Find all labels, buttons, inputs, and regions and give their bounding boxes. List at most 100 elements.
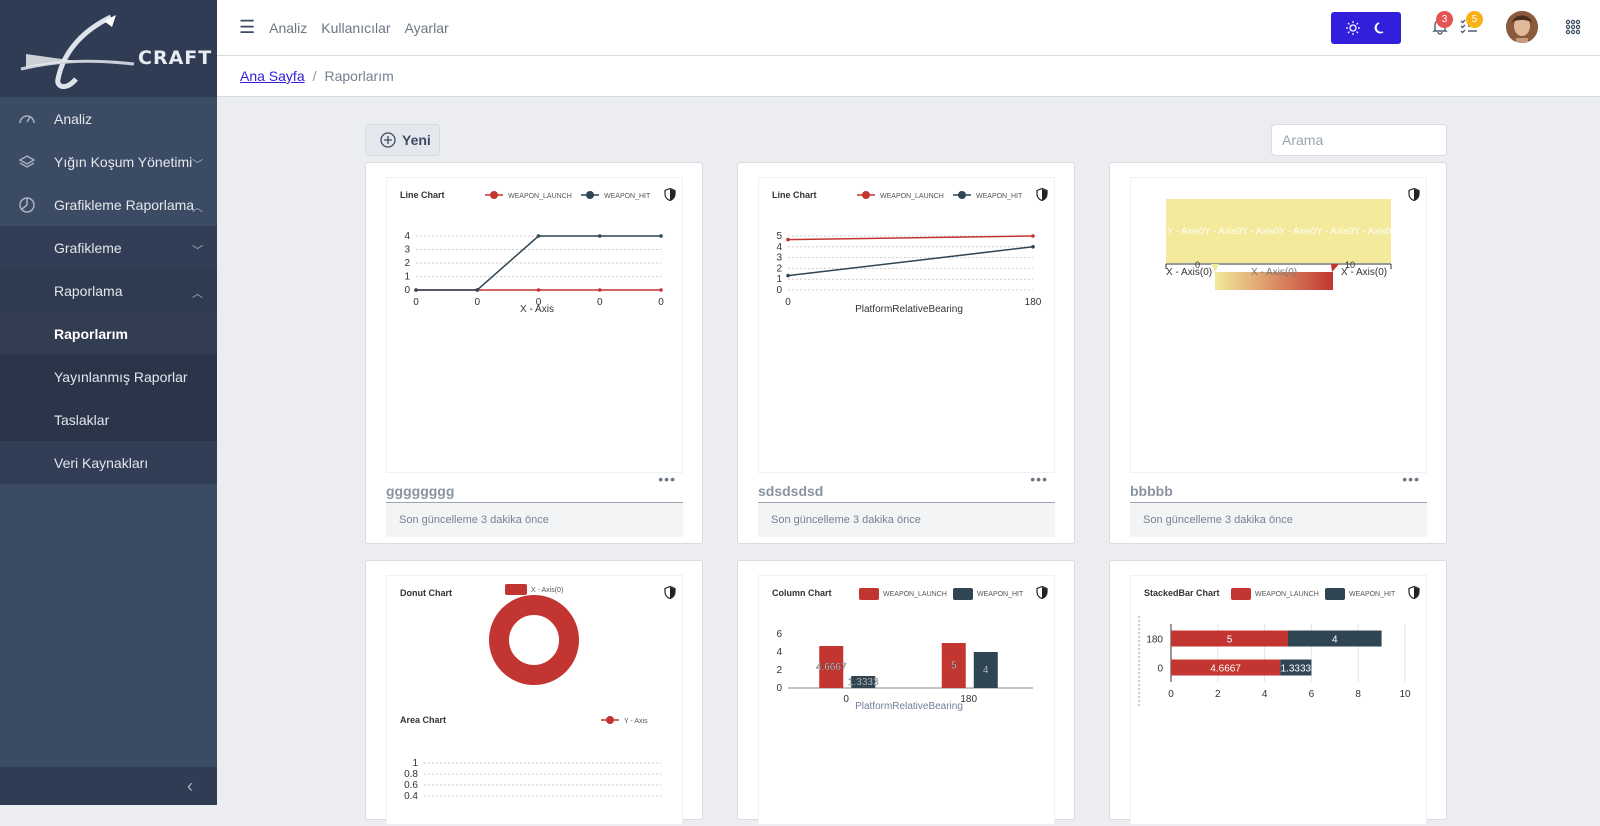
- y-tick-label: 1: [776, 274, 782, 285]
- y-tick-label: 0.8: [404, 769, 418, 780]
- heatmap-cell: [1166, 199, 1391, 263]
- more-options-icon[interactable]: •••: [1402, 471, 1420, 487]
- header-nav-ayarlar[interactable]: Ayarlar: [404, 19, 449, 36]
- chart-area: StackedBar Chart WEAPON_LAUNCH WEAPON_HI…: [1130, 575, 1427, 825]
- chart-title: StackedBar Chart: [1144, 588, 1220, 598]
- last-updated-text: Son güncelleme 3 dakika önce: [758, 503, 1055, 537]
- y-tick-label: 4: [776, 647, 782, 658]
- moon-icon[interactable]: [1373, 21, 1387, 35]
- notifications-badge: 3: [1436, 11, 1453, 28]
- sidebar-item-raporlama[interactable]: Raporlama ︿: [0, 269, 217, 312]
- sidebar-item-veri-kaynaklari[interactable]: Veri Kaynakları: [0, 441, 217, 484]
- chart-title: Line Chart: [772, 190, 817, 200]
- apps-grid-icon[interactable]: [1565, 19, 1581, 35]
- sidebar-item-grafikleme[interactable]: Grafikleme ﹀: [0, 226, 217, 269]
- heatmap-scale-bar: [1215, 272, 1333, 290]
- chart-area: Y - Axis0Y - Axis0Y - Axis0Y - Axis0Y - …: [1130, 177, 1427, 473]
- sidebar-item-raporlarim[interactable]: Raporlarım: [0, 312, 217, 355]
- shield-icon[interactable]: [1036, 188, 1048, 201]
- y-tick-label: 1: [404, 272, 410, 283]
- y-tick-label: 6: [776, 629, 782, 640]
- report-card[interactable]: Y - Axis0Y - Axis0Y - Axis0Y - Axis0Y - …: [1109, 162, 1447, 544]
- legend-label: WEAPON_HIT: [604, 193, 651, 200]
- shield-icon[interactable]: [1408, 586, 1420, 599]
- breadcrumb-home-link[interactable]: Ana Sayfa: [240, 68, 305, 84]
- x-tick-label: 0: [474, 297, 480, 308]
- data-point: [414, 288, 418, 292]
- new-report-button[interactable]: Yeni: [365, 124, 440, 156]
- chevron-down-icon: ﹀: [192, 245, 203, 257]
- shield-icon[interactable]: [1408, 188, 1420, 201]
- report-card[interactable]: Donut Chart X - Axis(0) Area Chart Y - A…: [365, 560, 703, 825]
- data-point: [786, 273, 790, 278]
- y-tick-label: 0.4: [404, 791, 418, 802]
- data-point: [1031, 234, 1035, 238]
- chart-title: Column Chart: [772, 588, 832, 598]
- chart-area: Column Chart WEAPON_LAUNCH WEAPON_HIT 0 2…: [758, 575, 1055, 825]
- report-name[interactable]: bbbbb: [1130, 483, 1173, 499]
- more-options-icon[interactable]: •••: [658, 471, 676, 487]
- series-line: [787, 246, 1034, 277]
- sidebar-item-label: Grafikleme Raporlama: [54, 196, 195, 213]
- brand-logo[interactable]: CRAFT: [0, 0, 217, 97]
- heatmap-chart: Y - Axis0Y - Axis0Y - Axis0Y - Axis0Y - …: [1165, 199, 1392, 290]
- bar: [973, 652, 998, 688]
- x-axis-label: PlatformRelativeBearing: [855, 304, 963, 315]
- x-tick-label: 180: [1025, 297, 1042, 308]
- sidebar-item-label: Veri Kaynakları: [54, 454, 149, 471]
- chevron-down-icon: ﹀: [192, 159, 203, 171]
- menu-toggle-icon[interactable]: ☰: [239, 17, 256, 37]
- report-name[interactable]: gggggggg: [386, 483, 455, 499]
- logo-text: CRAFT: [138, 47, 213, 69]
- y-tick-label: 1: [412, 758, 418, 769]
- bar-label: 4.6667: [816, 662, 847, 673]
- x-axis-right-label: X - Axis(0): [1341, 267, 1387, 278]
- theme-toggle[interactable]: [1331, 12, 1401, 44]
- legend-label: WEAPON_HIT: [1349, 591, 1396, 598]
- chart-title: Line Chart: [400, 190, 445, 200]
- shield-icon[interactable]: [1036, 586, 1048, 599]
- heatmap-band-text: Y - Axis0Y - Axis0Y - Axis0Y - Axis0Y - …: [1167, 226, 1391, 236]
- shield-icon[interactable]: [664, 188, 676, 201]
- breadcrumb-separator: /: [312, 68, 317, 84]
- legend: WEAPON_LAUNCH WEAPON_HIT: [857, 191, 1023, 200]
- sidebar-item-taslaklar[interactable]: Taslaklar: [0, 398, 217, 441]
- avatar[interactable]: [1506, 11, 1538, 43]
- legend-swatch: [859, 588, 879, 600]
- data-point: [786, 237, 790, 242]
- sidebar-item-yayinlanmis-raporlar[interactable]: Yayınlanmış Raporlar: [0, 355, 217, 398]
- scale-max-label: 10: [1345, 260, 1355, 270]
- x-tick-label: 0: [843, 694, 849, 705]
- sidebar-item-grafikleme-raporlama[interactable]: Grafikleme Raporlama ︿: [0, 183, 217, 226]
- sidebar-collapse-button[interactable]: ‹: [0, 767, 217, 805]
- sidebar-item-batch-run[interactable]: Yığın Koşum Yönetimi ﹀: [0, 140, 217, 183]
- shield-icon[interactable]: [664, 586, 676, 599]
- sidebar-item-label: Yığın Koşum Yönetimi: [54, 153, 193, 170]
- x-tick-label: 8: [1355, 689, 1361, 700]
- header-nav-kullanicilar[interactable]: Kullanıcılar: [321, 19, 391, 36]
- scale-min-label: 0: [1195, 260, 1200, 270]
- report-card[interactable]: StackedBar Chart WEAPON_LAUNCH WEAPON_HI…: [1109, 560, 1447, 825]
- y-tick-label: 180: [1146, 635, 1163, 646]
- sidebar-item-analiz[interactable]: Analiz: [0, 97, 217, 140]
- legend-swatch: [953, 588, 973, 600]
- y-tick-label: 0.6: [404, 780, 418, 791]
- header-nav-analiz[interactable]: Analiz: [269, 19, 308, 36]
- scale-handle: [1331, 264, 1339, 272]
- report-card[interactable]: Column Chart WEAPON_LAUNCH WEAPON_HIT 0 2…: [737, 560, 1075, 825]
- sun-icon[interactable]: [1345, 21, 1360, 35]
- y-tick-label: 0: [776, 285, 782, 296]
- chart-area: Donut Chart X - Axis(0) Area Chart Y - A…: [386, 575, 683, 825]
- stacked-bar-chart: WEAPON_LAUNCH WEAPON_HIT 0 2 4 6 8 10 0 4.6667 1…: [1138, 588, 1411, 706]
- header-nav: Analiz Kullanıcılar Ayarlar: [269, 20, 449, 36]
- search-input[interactable]: [1271, 124, 1447, 156]
- more-options-icon[interactable]: •••: [1030, 471, 1048, 487]
- chevron-left-icon: ‹: [187, 775, 193, 796]
- bar-label: 4.6667: [1210, 664, 1241, 675]
- report-name[interactable]: sdsdsdsd: [758, 483, 824, 499]
- sidebar-nav: Analiz Yığın Koşum Yönetimi ﹀ Grafikleme…: [0, 97, 217, 484]
